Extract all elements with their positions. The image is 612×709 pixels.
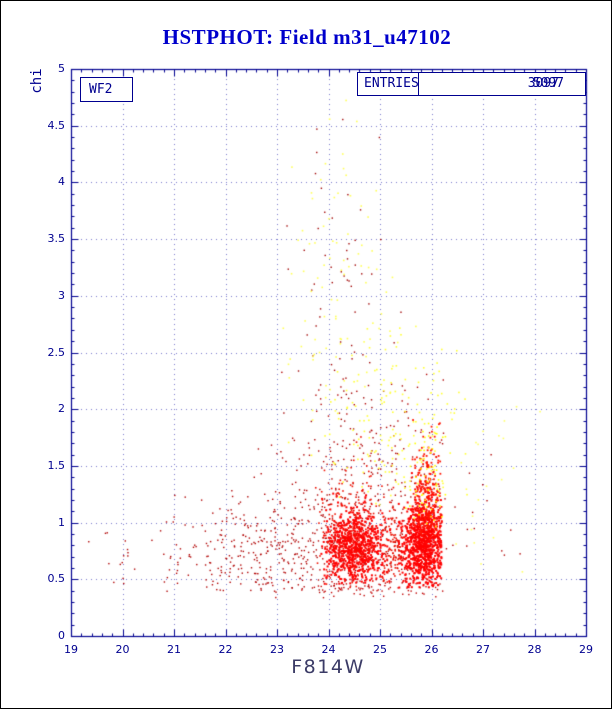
x-tick-label: 27 bbox=[476, 643, 490, 656]
y-tick-label: 3.5 bbox=[47, 232, 66, 246]
x-tick-label: 23 bbox=[270, 643, 284, 656]
y-tick-label: 3 bbox=[58, 288, 65, 302]
x-tick-label: 20 bbox=[115, 643, 130, 656]
y-tick-label: 1 bbox=[58, 515, 65, 529]
stats-box: ENTRIES 3097 5097 bbox=[357, 72, 586, 96]
y-tick-label: 0.5 bbox=[47, 572, 66, 586]
x-tick-label: 26 bbox=[424, 643, 439, 656]
y-tick-label: 0 bbox=[58, 629, 65, 642]
stats-label: ENTRIES bbox=[364, 76, 419, 91]
y-tick-label: 2.5 bbox=[47, 345, 66, 359]
x-tick-label: 29 bbox=[579, 643, 593, 656]
stats-value-entries-2: 5097 bbox=[532, 76, 564, 91]
y-tick-label: 5 bbox=[58, 62, 65, 75]
detector-label: WF2 bbox=[89, 82, 113, 97]
stats-value-entries-1: 3097 bbox=[527, 76, 559, 91]
x-tick-label: 21 bbox=[167, 643, 181, 656]
y-tick-label: 1.5 bbox=[47, 458, 66, 472]
x-tick-label: 28 bbox=[527, 643, 542, 656]
y-tick-label: 4 bbox=[58, 175, 65, 189]
x-tick-label: 19 bbox=[64, 643, 78, 656]
x-axis-label: F814W bbox=[291, 656, 365, 678]
x-tick-label: 24 bbox=[321, 643, 336, 656]
x-tick-label: 22 bbox=[218, 643, 233, 656]
detector-box: WF2 bbox=[80, 77, 133, 102]
stats-box-divider bbox=[418, 73, 419, 95]
y-tick-label: 2 bbox=[58, 402, 65, 416]
x-tick-label: 25 bbox=[373, 643, 387, 656]
y-tick-label: 4.5 bbox=[47, 118, 66, 132]
